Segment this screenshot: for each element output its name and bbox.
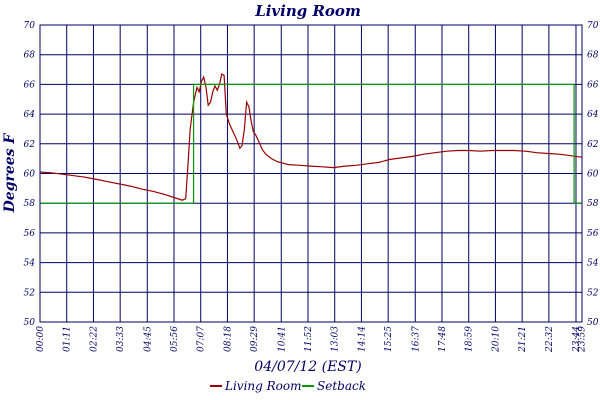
x-tick-18: 21:21 — [518, 326, 528, 353]
y-tick-left-6: 62 — [24, 140, 36, 150]
x-tick-labels: 00:00 01:11 02:22 03:33 04:45 05:56 07:07 08:18… — [36, 326, 588, 353]
x-tick-3: 03:33 — [116, 326, 126, 352]
x-tick-19: 22:32 — [545, 326, 555, 353]
x-tick-16: 18:59 — [465, 326, 475, 352]
y-tick-left-10: 70 — [24, 21, 36, 31]
series-line-setback — [40, 83, 582, 204]
y-tick-right-10: 70 — [587, 21, 599, 31]
y-tick-right-5: 60 — [587, 170, 599, 180]
legend: Living Room Setback — [210, 379, 366, 393]
x-tick-10: 11:52 — [304, 326, 314, 352]
legend-label-1: Setback — [317, 379, 366, 393]
x-tick-0: 00:00 — [36, 326, 46, 352]
x-axis-label: 04/07/12 (EST) — [254, 359, 361, 375]
y-tick-right-8: 66 — [587, 80, 599, 90]
legend-label-0: Living Room — [224, 379, 302, 393]
grid-lines — [40, 24, 582, 323]
y-tick-left-1: 52 — [24, 288, 36, 298]
x-tick-11: 13:03 — [331, 326, 341, 352]
y-axis-label: Degrees F — [2, 133, 18, 214]
y-tick-left-7: 64 — [24, 110, 36, 120]
x-tick-9: 10:41 — [277, 326, 287, 352]
y-tick-right-3: 56 — [587, 229, 599, 239]
x-tick-5: 05:56 — [170, 326, 180, 352]
y-tick-left-4: 58 — [24, 199, 36, 209]
plot-area-frame — [39, 24, 583, 323]
x-tick-4: 04:45 — [143, 326, 153, 352]
y-tick-right-2: 54 — [587, 259, 599, 269]
y-tick-right-0: 50 — [587, 318, 599, 328]
x-tick-13: 15:25 — [384, 326, 394, 352]
x-tick-15: 17:48 — [438, 326, 448, 352]
x-tick-21: 23:59 — [578, 326, 588, 353]
x-tick-8: 09:29 — [250, 326, 260, 352]
y-tick-left-9: 68 — [24, 51, 36, 61]
y-tick-labels-left: 50 52 54 56 58 60 62 64 66 68 70 — [24, 21, 36, 328]
y-tick-left-5: 60 — [24, 170, 36, 180]
chart-title: Living Room — [254, 2, 361, 20]
x-tick-12: 14:14 — [357, 326, 367, 352]
y-tick-left-3: 56 — [24, 229, 36, 239]
x-tick-7: 08:18 — [223, 326, 233, 352]
y-tick-right-6: 62 — [587, 140, 599, 150]
series-line-living-room — [39, 73, 582, 201]
x-tick-6: 07:07 — [197, 326, 207, 352]
y-tick-left-0: 50 — [24, 318, 36, 328]
y-tick-labels-right: 50 52 54 56 58 60 62 64 66 68 70 — [587, 21, 599, 328]
x-tick-17: 20:10 — [491, 326, 501, 353]
series-lines — [39, 73, 582, 204]
y-tick-left-2: 54 — [24, 259, 36, 269]
y-tick-left-8: 66 — [24, 80, 36, 90]
x-tick-2: 02:22 — [89, 326, 99, 352]
x-tick-14: 16:37 — [411, 326, 421, 352]
y-tick-right-7: 64 — [587, 110, 599, 120]
y-tick-right-4: 58 — [587, 199, 599, 209]
y-tick-right-1: 52 — [587, 288, 599, 298]
y-tick-right-9: 68 — [587, 51, 599, 61]
x-tick-20: 23:44 — [572, 326, 582, 353]
x-tick-1: 01:11 — [63, 326, 73, 352]
